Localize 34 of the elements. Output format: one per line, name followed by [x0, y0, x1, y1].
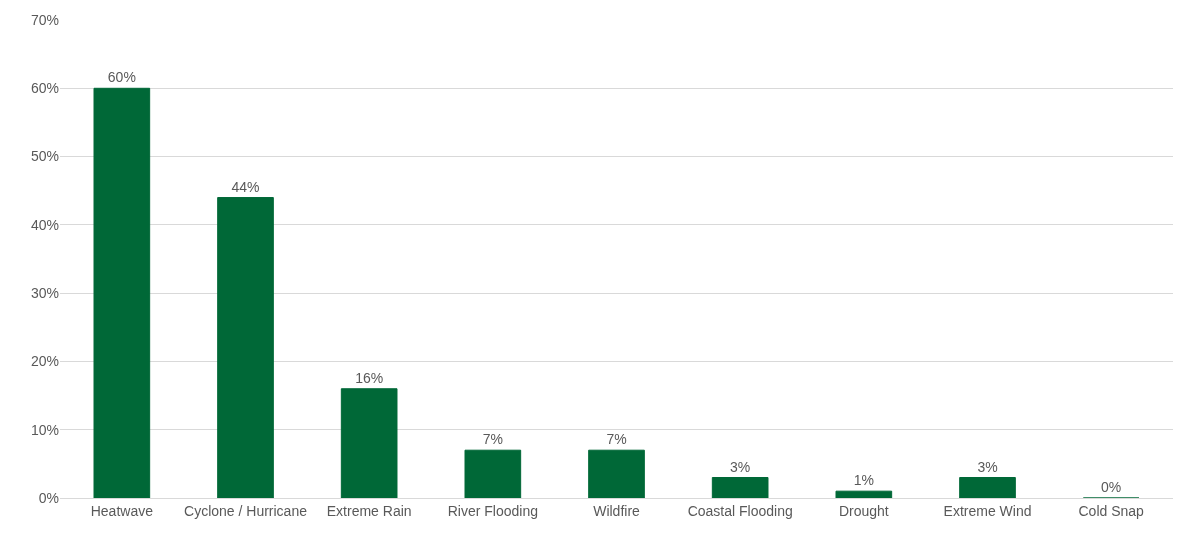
x-tick-label: River Flooding — [447, 502, 538, 519]
data-label: 7% — [482, 431, 503, 448]
x-tick-label: Extreme Rain — [326, 502, 412, 519]
y-tick-label: 60% — [30, 80, 59, 97]
data-label: 60% — [107, 69, 136, 86]
bar — [93, 87, 151, 498]
bar — [588, 449, 645, 498]
data-label: 3% — [977, 458, 998, 475]
x-tick-label: Heatwave — [90, 502, 154, 519]
y-tick-label: 40% — [30, 216, 59, 233]
y-tick-label: 30% — [30, 285, 59, 302]
y-tick-label: 10% — [30, 421, 59, 438]
bar — [464, 449, 522, 498]
y-tick-label: 0% — [38, 489, 59, 506]
x-tick-label: Wildfire — [593, 502, 641, 519]
data-label: 16% — [355, 369, 384, 386]
x-tick-label: Cold Snap — [1078, 502, 1145, 519]
data-label: 3% — [730, 458, 751, 475]
y-tick-label: 50% — [30, 148, 59, 165]
data-label: 7% — [606, 431, 627, 448]
bar — [340, 388, 398, 498]
x-tick-label: Cyclone / Hurricane — [184, 502, 308, 519]
x-tick-label: Extreme Wind — [943, 502, 1032, 519]
data-label: 0% — [1101, 479, 1122, 495]
bar — [835, 490, 893, 498]
bar — [959, 477, 1016, 498]
data-label: 1% — [853, 472, 874, 489]
bar — [217, 197, 274, 498]
bar — [711, 477, 769, 498]
data-label: 44% — [231, 178, 260, 195]
y-tick-label: 20% — [30, 353, 59, 370]
x-tick-label: Drought — [838, 502, 889, 519]
y-tick-label: 70% — [30, 11, 59, 28]
x-tick-label: Coastal Flooding — [687, 502, 793, 519]
